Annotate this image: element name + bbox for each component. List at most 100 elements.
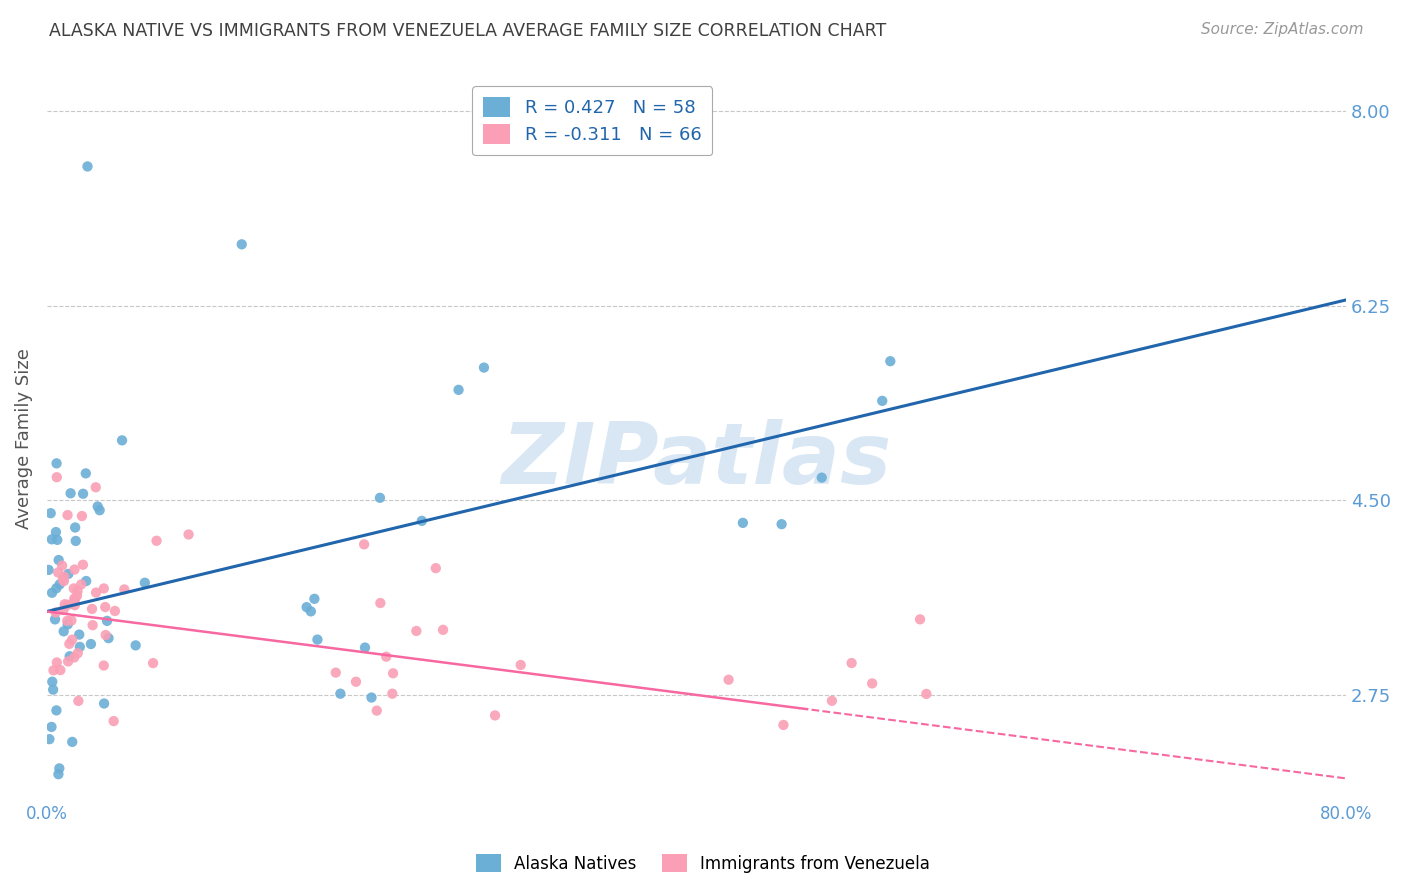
Point <box>52 603 75 617</box>
Point <box>375 649 398 664</box>
Point <box>63 520 86 534</box>
Point <box>112 582 135 597</box>
Point <box>62 582 84 596</box>
Point <box>93 697 115 711</box>
Point <box>42 682 65 697</box>
Point <box>56 614 79 628</box>
Text: ALASKA NATIVE VS IMMIGRANTS FROM VENEZUELA AVERAGE FAMILY SIZE CORRELATION CHART: ALASKA NATIVE VS IMMIGRANTS FROM VENEZUE… <box>49 22 886 40</box>
Point <box>46 566 69 580</box>
Point <box>41 586 63 600</box>
Point <box>66 584 89 599</box>
Legend: R = 0.427   N = 58, R = -0.311   N = 66: R = 0.427 N = 58, R = -0.311 N = 66 <box>472 87 713 155</box>
Point <box>86 500 108 514</box>
Point <box>307 632 329 647</box>
Point <box>94 600 117 615</box>
Point <box>38 732 60 747</box>
Point <box>45 456 67 470</box>
Point <box>38 563 60 577</box>
Legend: Alaska Natives, Immigrants from Venezuela: Alaska Natives, Immigrants from Venezuel… <box>470 847 936 880</box>
Point <box>58 637 80 651</box>
Point <box>177 527 200 541</box>
Point <box>41 533 63 547</box>
Point <box>860 676 883 690</box>
Point <box>381 687 404 701</box>
Point <box>366 704 388 718</box>
Point <box>56 617 79 632</box>
Point <box>731 516 754 530</box>
Point <box>447 383 470 397</box>
Point <box>360 690 382 705</box>
Point <box>39 506 62 520</box>
Point <box>134 575 156 590</box>
Point <box>56 655 79 669</box>
Point <box>63 650 86 665</box>
Point <box>124 639 146 653</box>
Point <box>84 585 107 599</box>
Point <box>75 467 97 481</box>
Point <box>94 628 117 642</box>
Point <box>67 627 90 641</box>
Point <box>89 503 111 517</box>
Y-axis label: Average Family Size: Average Family Size <box>15 349 32 530</box>
Point <box>810 470 832 484</box>
Point <box>45 470 67 484</box>
Point <box>908 612 931 626</box>
Point <box>80 602 103 616</box>
Point <box>51 558 73 573</box>
Point <box>821 694 844 708</box>
Point <box>405 624 427 638</box>
Point <box>841 656 863 670</box>
Point <box>717 673 740 687</box>
Point <box>93 582 115 596</box>
Point <box>72 558 94 572</box>
Point <box>60 632 83 647</box>
Point <box>84 480 107 494</box>
Point <box>104 604 127 618</box>
Point <box>411 514 433 528</box>
Point <box>879 354 901 368</box>
Point <box>142 656 165 670</box>
Point <box>75 574 97 588</box>
Point <box>103 714 125 728</box>
Point <box>49 663 72 677</box>
Point <box>65 533 87 548</box>
Point <box>59 486 82 500</box>
Text: ZIPatlas: ZIPatlas <box>502 419 891 502</box>
Point <box>368 491 391 505</box>
Point <box>63 563 86 577</box>
Point <box>329 687 352 701</box>
Point <box>48 761 70 775</box>
Point <box>45 606 67 620</box>
Text: Source: ZipAtlas.com: Source: ZipAtlas.com <box>1201 22 1364 37</box>
Point <box>66 589 89 603</box>
Point <box>45 656 67 670</box>
Point <box>63 598 86 612</box>
Point <box>63 591 86 606</box>
Point <box>770 517 793 532</box>
Point <box>97 631 120 645</box>
Point <box>42 664 65 678</box>
Point <box>509 658 531 673</box>
Point <box>353 537 375 551</box>
Point <box>82 618 104 632</box>
Point <box>56 598 79 612</box>
Point <box>472 360 495 375</box>
Point <box>45 703 67 717</box>
Point <box>295 600 318 615</box>
Point <box>70 508 93 523</box>
Point <box>304 591 326 606</box>
Point <box>80 637 103 651</box>
Point <box>145 533 167 548</box>
Point <box>325 665 347 680</box>
Point <box>52 572 75 586</box>
Point <box>45 582 67 596</box>
Point <box>354 640 377 655</box>
Point <box>63 593 86 607</box>
Point <box>60 614 83 628</box>
Point <box>52 624 75 639</box>
Point <box>69 640 91 654</box>
Point <box>52 574 75 588</box>
Point <box>299 604 322 618</box>
Point <box>382 666 405 681</box>
Point <box>58 566 80 581</box>
